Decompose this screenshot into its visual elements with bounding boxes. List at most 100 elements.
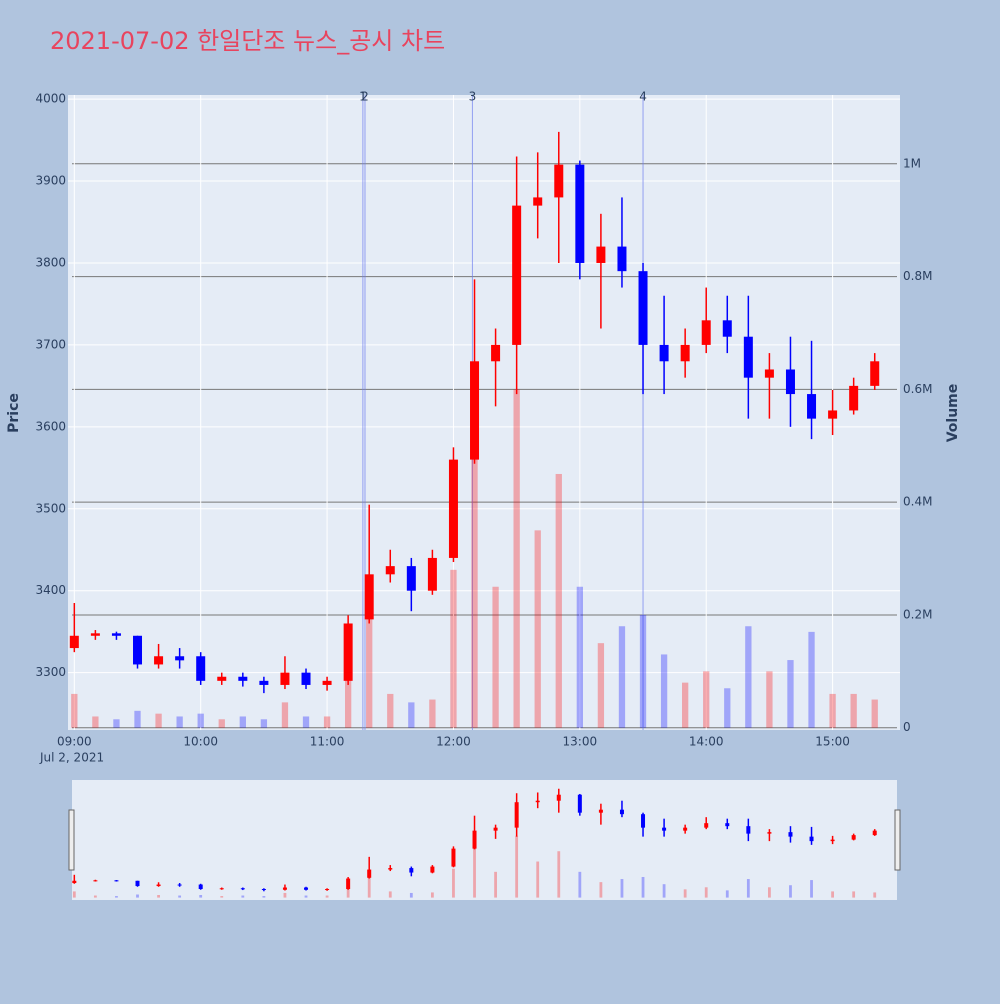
- volume-bar: [871, 699, 878, 728]
- slider-volume-bar: [93, 895, 97, 898]
- candle-body: [280, 672, 290, 685]
- volume-bar: [745, 626, 752, 728]
- slider-volume-bar: [136, 894, 139, 898]
- candle-body: [196, 656, 206, 681]
- y-tick-label: 3700: [35, 337, 66, 351]
- candle-body: [575, 164, 585, 263]
- candle-body: [217, 676, 227, 681]
- slider-candle-body: [619, 809, 624, 815]
- slider-volume-bar: [115, 896, 118, 898]
- y-axis-title: Price: [6, 393, 22, 433]
- volume-bar: [281, 702, 289, 728]
- slider-candle-body: [219, 888, 224, 890]
- volume-bar: [492, 586, 499, 728]
- slider-candle-body: [177, 884, 182, 886]
- slider-candle-body: [472, 830, 477, 849]
- range-slider[interactable]: [72, 780, 897, 900]
- candle-body: [343, 623, 353, 681]
- candle-body: [491, 344, 501, 362]
- volume-bar: [555, 473, 562, 728]
- candle-body: [849, 385, 859, 411]
- volume-bar: [302, 716, 310, 728]
- slider-volume-bar: [557, 851, 561, 898]
- x-tick-label: 12:00: [436, 735, 471, 749]
- x-tick-label: 11:00: [310, 735, 345, 749]
- slider-volume-bar: [409, 892, 413, 898]
- slider-candle-body: [409, 868, 414, 873]
- slider-volume-bar: [852, 891, 856, 898]
- y2-tick-label: 0.8M: [903, 269, 932, 283]
- candle-body: [764, 369, 774, 378]
- slider-candle-body: [114, 880, 119, 882]
- slider-candle-body: [535, 800, 540, 803]
- slider-candle-body: [367, 869, 372, 878]
- volume-bar: [429, 699, 436, 728]
- candle-body: [301, 672, 311, 685]
- y-tick-label: 3300: [35, 665, 66, 679]
- volume-bar: [134, 710, 141, 728]
- volume-bar: [850, 693, 857, 728]
- slider-volume-bar: [704, 887, 708, 898]
- volume-bar: [682, 682, 689, 728]
- candle-body: [448, 459, 458, 558]
- candle-body: [427, 557, 437, 591]
- slider-candle-body: [851, 835, 856, 840]
- slider-candle-body: [725, 823, 730, 827]
- volume-bar: [92, 716, 99, 728]
- slider-volume-bar: [262, 896, 266, 898]
- slider-volume-bar: [683, 889, 687, 898]
- candle-body: [111, 633, 121, 636]
- slider-volume-bar: [452, 868, 455, 898]
- slider-volume-bar: [241, 895, 245, 898]
- y2-axis-title: Volume: [945, 384, 961, 443]
- candle-body: [617, 246, 627, 272]
- candle-body: [807, 394, 817, 419]
- slider-candle-body: [746, 826, 751, 834]
- candle-body: [175, 656, 185, 661]
- slider-volume-bar: [494, 871, 497, 898]
- slider-candle-body: [72, 880, 77, 884]
- slider-handle-right[interactable]: [894, 809, 901, 871]
- slider-volume-bar: [430, 892, 434, 898]
- event-label: 2: [361, 90, 369, 104]
- slider-volume-bar: [746, 879, 750, 898]
- candle-body: [701, 320, 711, 345]
- x-tick-label: 14:00: [689, 735, 724, 749]
- y-tick-label: 3900: [35, 174, 66, 188]
- y-tick-label: 3400: [35, 583, 66, 597]
- volume-bar: [534, 530, 541, 728]
- volume-bar: [387, 693, 394, 728]
- slider-volume-bar: [157, 895, 160, 898]
- slider-candle-body: [346, 878, 351, 890]
- candle-body: [533, 197, 543, 206]
- volume-bar: [471, 445, 478, 728]
- volume-bar: [113, 719, 120, 728]
- candle-body: [680, 344, 690, 362]
- candle-body: [785, 369, 795, 395]
- slider-candle-body: [261, 889, 266, 891]
- slider-candle-body: [683, 827, 688, 831]
- candle-body: [406, 566, 416, 591]
- volume-bar: [618, 626, 626, 728]
- volume-bar: [787, 660, 794, 728]
- slider-handle-left[interactable]: [68, 809, 75, 871]
- volume-bar: [660, 654, 668, 728]
- slider-volume-bar: [810, 880, 813, 898]
- event-label: 3: [469, 90, 477, 104]
- slider-volume-bar: [72, 891, 76, 898]
- volume-bar: [408, 702, 415, 728]
- volume-bar: [703, 671, 710, 728]
- volume-bar: [513, 389, 520, 728]
- event-label: 1: [359, 90, 367, 104]
- slider-candle-body: [830, 839, 835, 842]
- slider-candle-body: [156, 884, 161, 887]
- volume-bar: [218, 719, 225, 728]
- volume-bar: [366, 586, 373, 728]
- slider-candle-body: [514, 802, 519, 828]
- candle-body: [133, 635, 143, 665]
- volume-bar: [71, 693, 78, 728]
- volume-bar: [576, 586, 583, 728]
- marks: 3300 3400 3500 3600 3700 3800 3900 4000 0 0.2M 0.4…: [35, 90, 932, 898]
